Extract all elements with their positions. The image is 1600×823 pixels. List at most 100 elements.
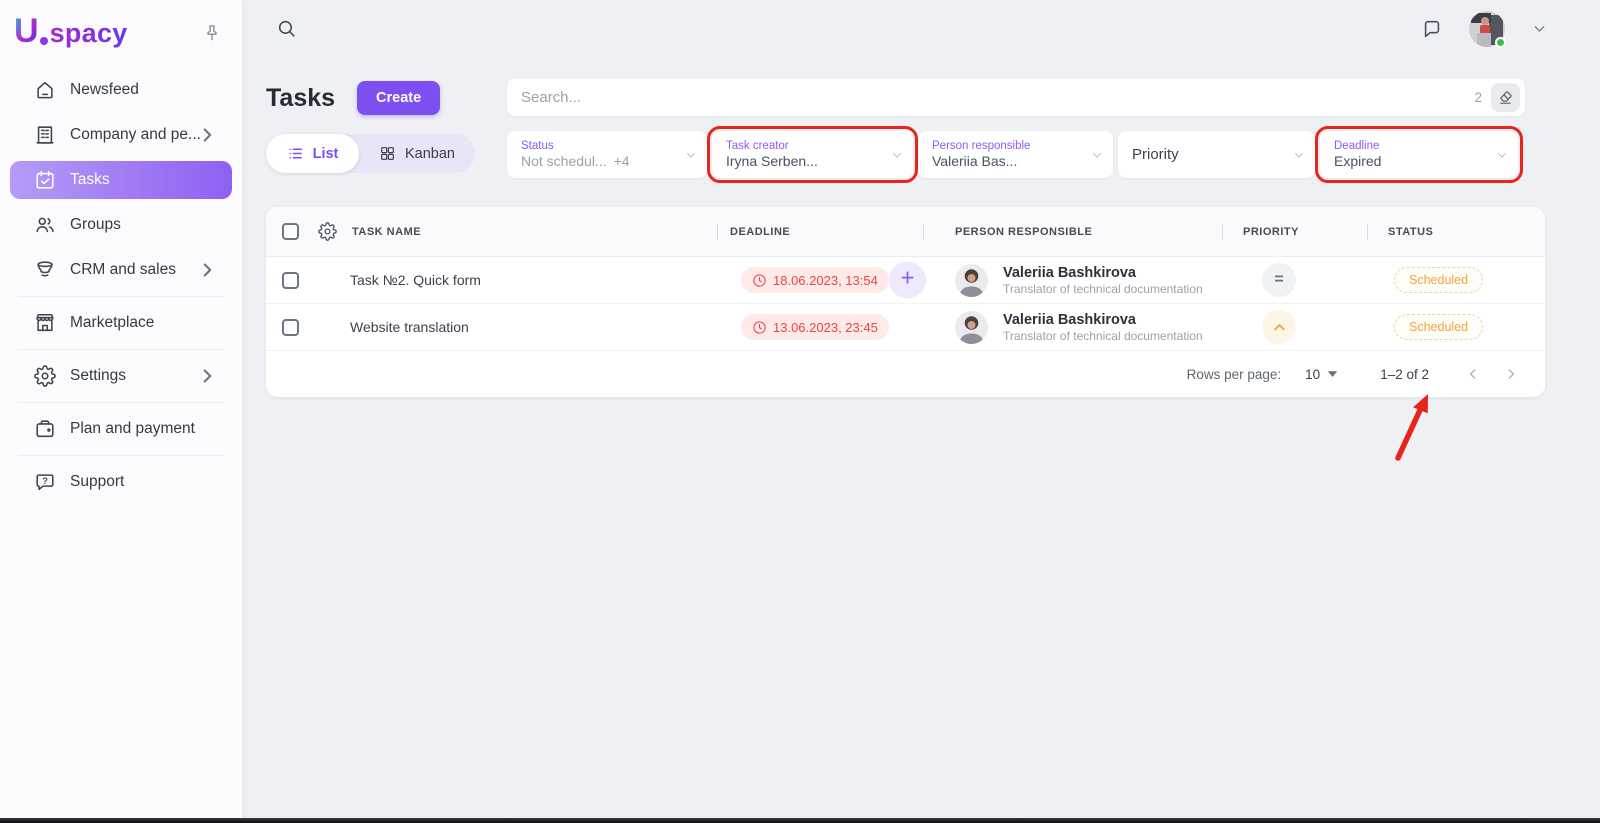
sidebar-nav: Newsfeed Company and pe... Tasks Groups … bbox=[0, 59, 242, 501]
filter-priority[interactable]: Priority bbox=[1118, 131, 1315, 178]
search-icon[interactable] bbox=[276, 18, 297, 39]
previous-page-button[interactable] bbox=[1461, 362, 1485, 386]
eraser-icon bbox=[1497, 89, 1514, 106]
add-subtask-button[interactable]: + bbox=[889, 261, 926, 299]
rows-per-page-select[interactable]: 10 bbox=[1305, 367, 1338, 382]
column-header-status: STATUS bbox=[1367, 226, 1545, 238]
person-avatar bbox=[955, 311, 988, 344]
priority-high-chevron-up-icon bbox=[1271, 319, 1288, 336]
person-job-title: Translator of technical documentation bbox=[1003, 328, 1203, 343]
sidebar-item-support[interactable]: Support bbox=[10, 463, 232, 501]
filter-status[interactable]: Status Not schedul... +4 bbox=[507, 131, 707, 178]
tasks-table: TASK NAME DEADLINE PERSON RESPONSIBLE PR… bbox=[266, 207, 1545, 397]
logo-text: spacy bbox=[49, 18, 128, 48]
priority-badge[interactable]: = bbox=[1262, 310, 1296, 344]
sidebar: U spacy Newsfeed Company and pe... Tasks… bbox=[0, 0, 242, 823]
table-header-row: TASK NAME DEADLINE PERSON RESPONSIBLE PR… bbox=[266, 207, 1545, 257]
support-icon bbox=[34, 471, 56, 493]
person-name: Valeriia Bashkirova bbox=[1003, 311, 1136, 328]
task-name[interactable]: Website translation bbox=[350, 319, 469, 335]
logo-dot-icon bbox=[39, 37, 48, 45]
column-header-priority: PRIORITY bbox=[1222, 226, 1367, 238]
sidebar-item-settings[interactable]: Settings bbox=[10, 357, 232, 395]
sidebar-item-groups[interactable]: Groups bbox=[10, 206, 232, 244]
chat-icon[interactable] bbox=[1421, 18, 1443, 40]
create-task-button[interactable]: Create bbox=[357, 81, 441, 115]
clock-icon bbox=[752, 320, 767, 335]
home-icon bbox=[34, 79, 56, 101]
chevron-right-icon bbox=[196, 259, 218, 281]
column-header-deadline: DEADLINE bbox=[717, 226, 923, 238]
rows-per-page-label: Rows per page: bbox=[1186, 366, 1282, 382]
sidebar-divider bbox=[18, 455, 224, 456]
filter-deadline-annotated[interactable]: Deadline Expired bbox=[1315, 126, 1523, 183]
store-icon bbox=[34, 312, 56, 334]
sidebar-divider bbox=[18, 296, 224, 297]
deadline-badge: 18.06.2023, 13:54 bbox=[741, 267, 889, 293]
priority-badge[interactable]: = bbox=[1262, 263, 1296, 297]
chevron-left-icon bbox=[1465, 366, 1481, 382]
logo-letter: U bbox=[14, 12, 39, 50]
column-header-task-name: TASK NAME bbox=[352, 225, 422, 238]
sidebar-divider bbox=[18, 402, 224, 403]
sidebar-item-tasks[interactable]: Tasks bbox=[10, 161, 232, 199]
clear-filters-button[interactable] bbox=[1491, 83, 1520, 112]
calendar-icon bbox=[34, 169, 56, 191]
funnel-icon bbox=[34, 259, 56, 281]
sidebar-item-crm[interactable]: CRM and sales bbox=[10, 251, 232, 289]
page-title: Tasks bbox=[266, 83, 336, 112]
view-toggle: List Kanban bbox=[266, 134, 475, 173]
list-icon bbox=[287, 145, 304, 162]
row-checkbox[interactable] bbox=[282, 271, 299, 289]
bottom-edge-bar bbox=[0, 818, 1600, 823]
clock-icon bbox=[752, 273, 767, 288]
list-view-label: List bbox=[312, 145, 339, 162]
table-row: Task №2. Quick form 18.06.2023, 13:54 + … bbox=[266, 257, 1545, 304]
row-checkbox[interactable] bbox=[282, 318, 299, 336]
task-search-input[interactable] bbox=[507, 89, 1475, 106]
task-name[interactable]: Task №2. Quick form bbox=[350, 272, 481, 288]
deadline-badge: 13.06.2023, 23:45 bbox=[741, 314, 889, 340]
person-avatar bbox=[955, 264, 988, 297]
table-settings-gear-icon[interactable] bbox=[318, 222, 337, 241]
person-responsible-cell: Valeriia Bashkirova Translator of techni… bbox=[923, 311, 1222, 344]
filter-task-creator-annotated[interactable]: Task creator Iryna Serben... bbox=[707, 126, 918, 183]
kanban-icon bbox=[379, 145, 396, 162]
priority-medium-icon: = bbox=[1274, 271, 1284, 288]
uspacy-logo[interactable]: U spacy bbox=[14, 12, 128, 50]
table-body: Task №2. Quick form 18.06.2023, 13:54 + … bbox=[266, 257, 1545, 351]
filter-person-responsible[interactable]: Person responsible Valeriia Bas... bbox=[918, 131, 1113, 178]
sidebar-item-marketplace[interactable]: Marketplace bbox=[10, 304, 232, 342]
wallet-icon bbox=[34, 418, 56, 440]
status-badge[interactable]: Scheduled bbox=[1394, 267, 1484, 293]
tab-list-view[interactable]: List bbox=[266, 134, 359, 173]
gear-icon bbox=[34, 365, 56, 387]
task-search-bar: 2 bbox=[507, 79, 1525, 116]
sidebar-item-company[interactable]: Company and pe... bbox=[10, 116, 232, 154]
select-all-checkbox[interactable] bbox=[282, 223, 299, 240]
sidebar-divider bbox=[18, 349, 224, 350]
chevron-right-icon bbox=[196, 124, 218, 146]
sidebar-item-newsfeed[interactable]: Newsfeed bbox=[10, 71, 232, 109]
rows-per-page-caret-icon bbox=[1327, 370, 1338, 378]
online-status-dot bbox=[1495, 36, 1506, 48]
table-pagination: Rows per page: 10 1–2 of 2 bbox=[266, 351, 1545, 397]
account-menu-chevron-down-icon[interactable] bbox=[1531, 20, 1548, 37]
topbar bbox=[242, 0, 1600, 57]
building-icon bbox=[34, 124, 56, 146]
chevron-right-icon bbox=[1503, 366, 1519, 382]
person-responsible-cell: Valeriia Bashkirova Translator of techni… bbox=[923, 264, 1222, 297]
chevron-right-icon bbox=[196, 365, 218, 387]
sidebar-item-plan[interactable]: Plan and payment bbox=[10, 410, 232, 448]
pin-sidebar-icon[interactable] bbox=[202, 23, 222, 43]
pagination-range: 1–2 of 2 bbox=[1380, 366, 1429, 382]
status-badge[interactable]: Scheduled bbox=[1394, 314, 1484, 340]
table-row: Website translation 13.06.2023, 23:45 + … bbox=[266, 304, 1545, 351]
filter-bar: Status Not schedul... +4 Task creator Iry… bbox=[507, 126, 1523, 183]
next-page-button[interactable] bbox=[1499, 362, 1523, 386]
tab-kanban-view[interactable]: Kanban bbox=[359, 134, 475, 173]
person-job-title: Translator of technical documentation bbox=[1003, 281, 1203, 296]
user-avatar[interactable] bbox=[1469, 11, 1506, 48]
active-filter-count: 2 bbox=[1474, 90, 1482, 105]
